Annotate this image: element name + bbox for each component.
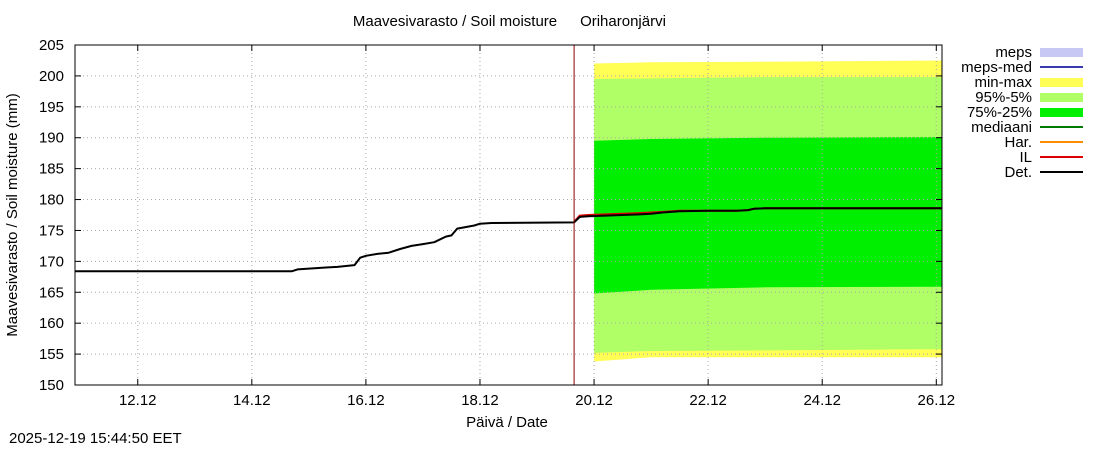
legend-item-min_max: min-max — [974, 74, 1083, 91]
legend-item-il: IL — [1019, 149, 1083, 166]
y-tick-label: 165 — [39, 284, 64, 301]
legend-label: meps — [995, 44, 1032, 61]
legend-label: Det. — [1004, 164, 1032, 181]
x-tick-label: 20.12 — [575, 392, 613, 409]
legend-swatch — [1040, 108, 1083, 117]
plot-frame — [74, 44, 943, 386]
legend-label: min-max — [974, 74, 1032, 91]
y-tick-label: 155 — [39, 346, 64, 363]
timestamp: 2025-12-19 15:44:50 EET — [9, 430, 182, 447]
x-tick-label: 16.12 — [347, 392, 385, 409]
y-tick-label: 190 — [39, 130, 64, 147]
legend-item-p75_25: 75%-25% — [967, 104, 1083, 121]
y-tick-label: 195 — [39, 99, 64, 116]
legend-swatch — [1040, 48, 1083, 57]
legend-item-meps: meps — [995, 44, 1083, 61]
legend-item-meps_med: meps-med — [961, 59, 1083, 76]
legend-swatch — [1040, 78, 1083, 87]
y-tick-label: 170 — [39, 253, 64, 270]
legend-label: meps-med — [961, 59, 1032, 76]
y-tick-label: 175 — [39, 222, 64, 239]
x-tick-label: 22.12 — [689, 392, 727, 409]
legend-label: 75%-25% — [967, 104, 1032, 121]
legend-swatch — [1040, 93, 1083, 102]
y-tick-label: 185 — [39, 161, 64, 178]
x-tick-label: 14.12 — [233, 392, 271, 409]
x-tick-label: 12.12 — [119, 392, 157, 409]
y-tick-label: 205 — [39, 37, 64, 54]
bands-layer — [594, 60, 942, 362]
x-tick-label: 24.12 — [803, 392, 841, 409]
legend-label: 95%-5% — [975, 89, 1032, 106]
station-name: Oriharonjärvi — [580, 13, 666, 30]
legend-label: IL — [1019, 149, 1032, 166]
y-tick-label: 160 — [39, 315, 64, 332]
y-tick-label: 150 — [39, 377, 64, 394]
series-det — [75, 207, 942, 273]
x-tick-label: 26.12 — [918, 392, 956, 409]
legend-label: Har. — [1004, 134, 1032, 151]
grid-layer — [75, 45, 942, 385]
y-tick-label: 200 — [39, 68, 64, 85]
legend-item-median: mediaani — [971, 119, 1083, 136]
legend-item-har: Har. — [1004, 134, 1083, 151]
y-tick-label: 180 — [39, 192, 64, 209]
legend-item-det: Det. — [1004, 164, 1083, 181]
legend-item-p95_5: 95%-5% — [975, 89, 1083, 106]
legend: mepsmeps-medmin-max95%-5%75%-25%mediaani… — [961, 44, 1083, 181]
band-p75_25 — [594, 137, 942, 294]
ticks-layer: 150 155 160 165 170 175 180 185 190 195 200 205 12.1… — [39, 37, 955, 409]
y-axis-label: Maavesivarasto / Soil moisture (mm) — [4, 93, 21, 336]
series-layer — [75, 207, 942, 273]
legend-label: mediaani — [971, 119, 1032, 136]
chart-title: Maavesivarasto / Soil moisture — [353, 13, 557, 30]
x-axis-label: Päivä / Date — [466, 414, 548, 431]
x-tick-label: 18.12 — [461, 392, 499, 409]
